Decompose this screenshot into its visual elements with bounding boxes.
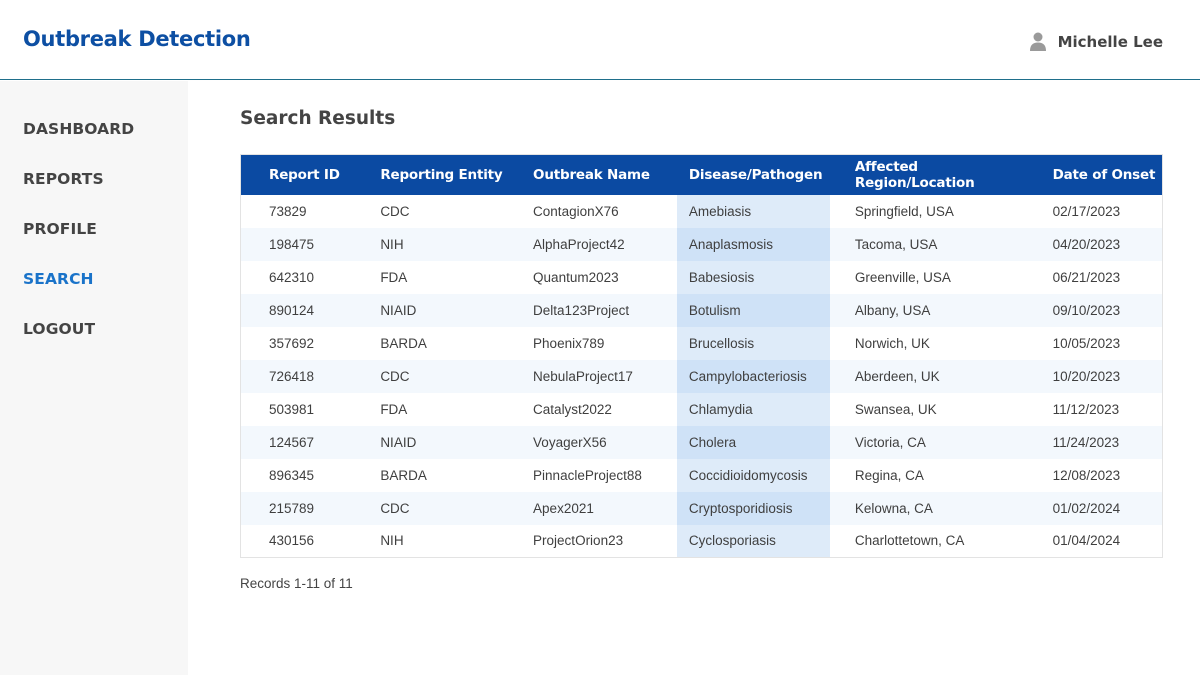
reporting-entity-cell: FDA	[368, 392, 522, 426]
date-of-onset-cell: 10/05/2023	[1040, 326, 1163, 360]
reporting-entity-cell: BARDA	[368, 458, 522, 492]
report-id-cell: 726418	[240, 359, 369, 393]
disease-pathogen-cell: Campylobacteriosis	[676, 359, 830, 393]
disease-pathogen-cell: Amebiasis	[676, 194, 830, 228]
disease-pathogen-cell: Brucellosis	[676, 326, 830, 360]
date-of-onset-cell: 11/24/2023	[1040, 425, 1163, 459]
outbreak-name-cell: Phoenix789	[521, 326, 677, 360]
reporting-entity-cell: BARDA	[368, 326, 522, 360]
column-header-disease-pathogen[interactable]: Disease/Pathogen	[676, 154, 830, 195]
disease-pathogen-cell: Anaplasmosis	[676, 227, 830, 261]
table-row[interactable]: 357692 BARDA Phoenix789 Brucellosis Norwich,…	[240, 326, 1163, 360]
table-row[interactable]: 124567 NIAID VoyagerX56 Cholera Victoria, CA…	[240, 425, 1163, 459]
outbreak-name-cell: Catalyst2022	[521, 392, 677, 426]
outbreak-name-cell: ContagionX76	[521, 194, 677, 228]
report-id-cell: 357692	[240, 326, 369, 360]
reporting-entity-cell: NIAID	[368, 425, 522, 459]
nav-item-search[interactable]: SEARCH	[23, 270, 94, 288]
table-row[interactable]: 198475 NIH AlphaProject42 Anaplasmosis Tacom…	[240, 227, 1163, 261]
outbreak-name-cell: Apex2021	[521, 491, 677, 525]
report-id-cell: 642310	[240, 260, 369, 294]
affected-region-cell: Springfield, USA	[829, 194, 1041, 228]
nav-item-reports[interactable]: REPORTS	[23, 170, 104, 188]
reporting-entity-cell: NIAID	[368, 293, 522, 327]
table-row[interactable]: 215789 CDC Apex2021 Cryptosporidiosis Kelown…	[240, 491, 1163, 525]
affected-region-cell: Norwich, UK	[829, 326, 1041, 360]
affected-region-cell: Regina, CA	[829, 458, 1041, 492]
user-icon	[1029, 32, 1046, 51]
nav-item-dashboard[interactable]: DASHBOARD	[23, 120, 135, 138]
records-count: Records 1-11 of 11	[240, 576, 353, 591]
disease-pathogen-cell: Cyclosporiasis	[676, 524, 830, 558]
report-id-cell: 890124	[240, 293, 369, 327]
affected-region-cell: Albany, USA	[829, 293, 1041, 327]
table-row[interactable]: 726418 CDC NebulaProject17 Campylobacterios…	[240, 359, 1163, 393]
reporting-entity-cell: CDC	[368, 359, 522, 393]
table-row[interactable]: 503981 FDA Catalyst2022 Chlamydia Swansea, U…	[240, 392, 1163, 426]
date-of-onset-cell: 11/12/2023	[1040, 392, 1163, 426]
table-row[interactable]: 890124 NIAID Delta123Project Botulism Albany…	[240, 293, 1163, 327]
outbreak-name-cell: NebulaProject17	[521, 359, 677, 393]
report-id-cell: 73829	[240, 194, 369, 228]
reporting-entity-cell: FDA	[368, 260, 522, 294]
affected-region-cell: Aberdeen, UK	[829, 359, 1041, 393]
reporting-entity-cell: NIH	[368, 227, 522, 261]
date-of-onset-cell: 01/02/2024	[1040, 491, 1163, 525]
results-table-body: 73829 CDC ContagionX76 Amebiasis Springfield…	[240, 194, 1163, 558]
column-header-reporting-entity[interactable]: Reporting Entity	[368, 154, 522, 195]
table-row[interactable]: 73829 CDC ContagionX76 Amebiasis Springfield…	[240, 194, 1163, 228]
date-of-onset-cell: 02/17/2023	[1040, 194, 1163, 228]
outbreak-name-cell: VoyagerX56	[521, 425, 677, 459]
page-title: Search Results	[240, 108, 396, 129]
date-of-onset-cell: 09/10/2023	[1040, 293, 1163, 327]
table-row[interactable]: 896345 BARDA PinnacleProject88 Coccidioidom…	[240, 458, 1163, 492]
affected-region-cell: Tacoma, USA	[829, 227, 1041, 261]
reporting-entity-cell: CDC	[368, 194, 522, 228]
reporting-entity-cell: CDC	[368, 491, 522, 525]
disease-pathogen-cell: Cholera	[676, 425, 830, 459]
user-name: Michelle Lee	[1057, 33, 1163, 51]
date-of-onset-cell: 01/04/2024	[1040, 524, 1163, 558]
affected-region-cell: Kelowna, CA	[829, 491, 1041, 525]
report-id-cell: 896345	[240, 458, 369, 492]
report-id-cell: 198475	[240, 227, 369, 261]
outbreak-name-cell: ProjectOrion23	[521, 524, 677, 558]
column-header-outbreak-name[interactable]: Outbreak Name	[521, 154, 677, 195]
affected-region-cell: Victoria, CA	[829, 425, 1041, 459]
column-header-affected-region[interactable]: Affected Region/Location	[829, 154, 1041, 195]
date-of-onset-cell: 10/20/2023	[1040, 359, 1163, 393]
outbreak-name-cell: Quantum2023	[521, 260, 677, 294]
reporting-entity-cell: NIH	[368, 524, 522, 558]
disease-pathogen-cell: Cryptosporidiosis	[676, 491, 830, 525]
report-id-cell: 430156	[240, 524, 369, 558]
outbreak-name-cell: AlphaProject42	[521, 227, 677, 261]
nav-item-logout[interactable]: LOGOUT	[23, 320, 96, 338]
date-of-onset-cell: 12/08/2023	[1040, 458, 1163, 492]
disease-pathogen-cell: Chlamydia	[676, 392, 830, 426]
table-row[interactable]: 642310 FDA Quantum2023 Babesiosis Greenville…	[240, 260, 1163, 294]
table-row[interactable]: 430156 NIH ProjectOrion23 Cyclosporiasis Cha…	[240, 524, 1163, 558]
sidebar: DASHBOARD REPORTS PROFILE SEARCH LOGOUT	[0, 81, 188, 675]
disease-pathogen-cell: Coccidioidomycosis	[676, 458, 830, 492]
disease-pathogen-cell: Botulism	[676, 293, 830, 327]
outbreak-name-cell: PinnacleProject88	[521, 458, 677, 492]
results-table: Report ID Reporting Entity Outbreak Name…	[240, 154, 1163, 558]
nav-item-profile[interactable]: PROFILE	[23, 220, 97, 238]
user-menu[interactable]: Michelle Lee	[1029, 32, 1163, 52]
outbreak-name-cell: Delta123Project	[521, 293, 677, 327]
app-title[interactable]: Outbreak Detection	[23, 27, 251, 51]
app-header: Outbreak Detection Michelle Lee	[0, 0, 1200, 80]
date-of-onset-cell: 04/20/2023	[1040, 227, 1163, 261]
table-header-row: Report ID Reporting Entity Outbreak Name…	[240, 154, 1163, 195]
report-id-cell: 124567	[240, 425, 369, 459]
affected-region-cell: Greenville, USA	[829, 260, 1041, 294]
affected-region-cell: Swansea, UK	[829, 392, 1041, 426]
report-id-cell: 215789	[240, 491, 369, 525]
column-header-report-id[interactable]: Report ID	[240, 154, 369, 195]
disease-pathogen-cell: Babesiosis	[676, 260, 830, 294]
affected-region-cell: Charlottetown, CA	[829, 524, 1041, 558]
column-header-date-of-onset[interactable]: Date of Onset	[1040, 154, 1163, 195]
date-of-onset-cell: 06/21/2023	[1040, 260, 1163, 294]
report-id-cell: 503981	[240, 392, 369, 426]
